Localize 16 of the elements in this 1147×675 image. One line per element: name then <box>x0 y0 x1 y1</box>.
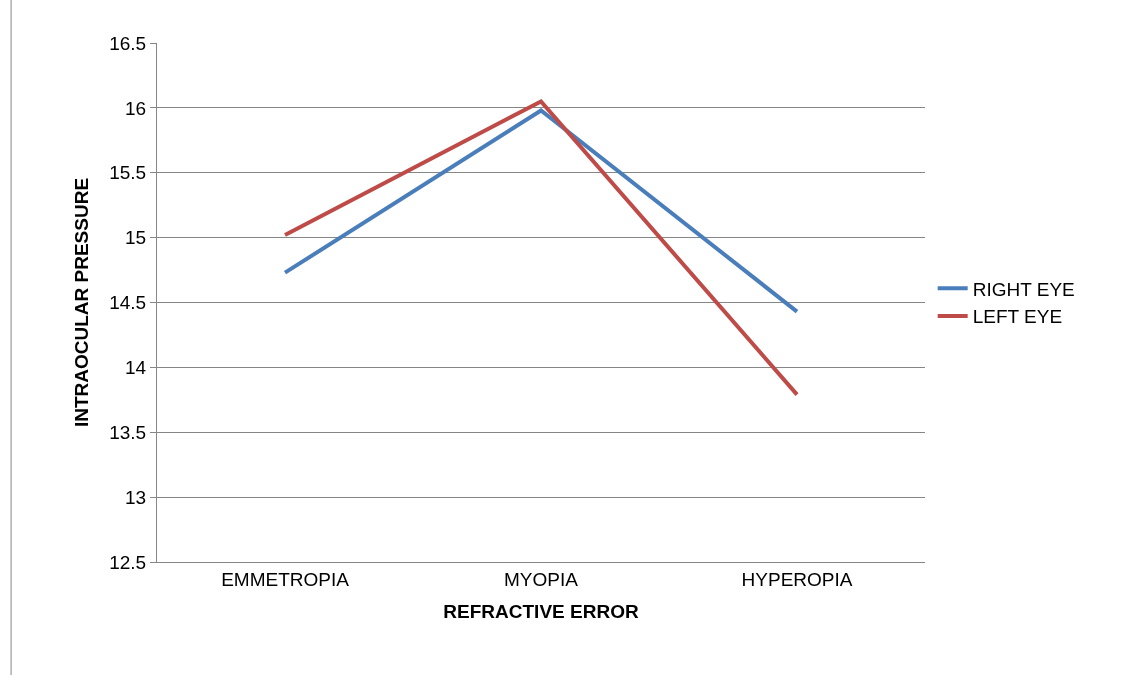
x-tick-label: HYPEROPIA <box>741 568 853 590</box>
y-tick-label: 16 <box>125 97 147 119</box>
x-tick-label: MYOPIA <box>504 568 579 590</box>
y-tick-label: 13 <box>125 486 147 508</box>
y-tick-label: 12.5 <box>109 551 147 573</box>
legend-label: RIGHT EYE <box>972 278 1075 300</box>
legend-label: LEFT EYE <box>972 306 1063 328</box>
y-tick-label: 16.5 <box>109 32 147 54</box>
y-tick-label: 15 <box>125 227 147 249</box>
y-tick-label: 14 <box>125 357 147 379</box>
y-axis-title: INTRAOCULAR PRESSURE <box>71 177 93 428</box>
y-tick-label: 14.5 <box>109 292 147 314</box>
x-axis-title: REFRACTIVE ERROR <box>443 600 639 622</box>
y-tick-label: 15.5 <box>109 162 147 184</box>
y-tick-label: 13.5 <box>109 421 147 443</box>
x-tick-label: EMMETROPIA <box>221 568 350 590</box>
